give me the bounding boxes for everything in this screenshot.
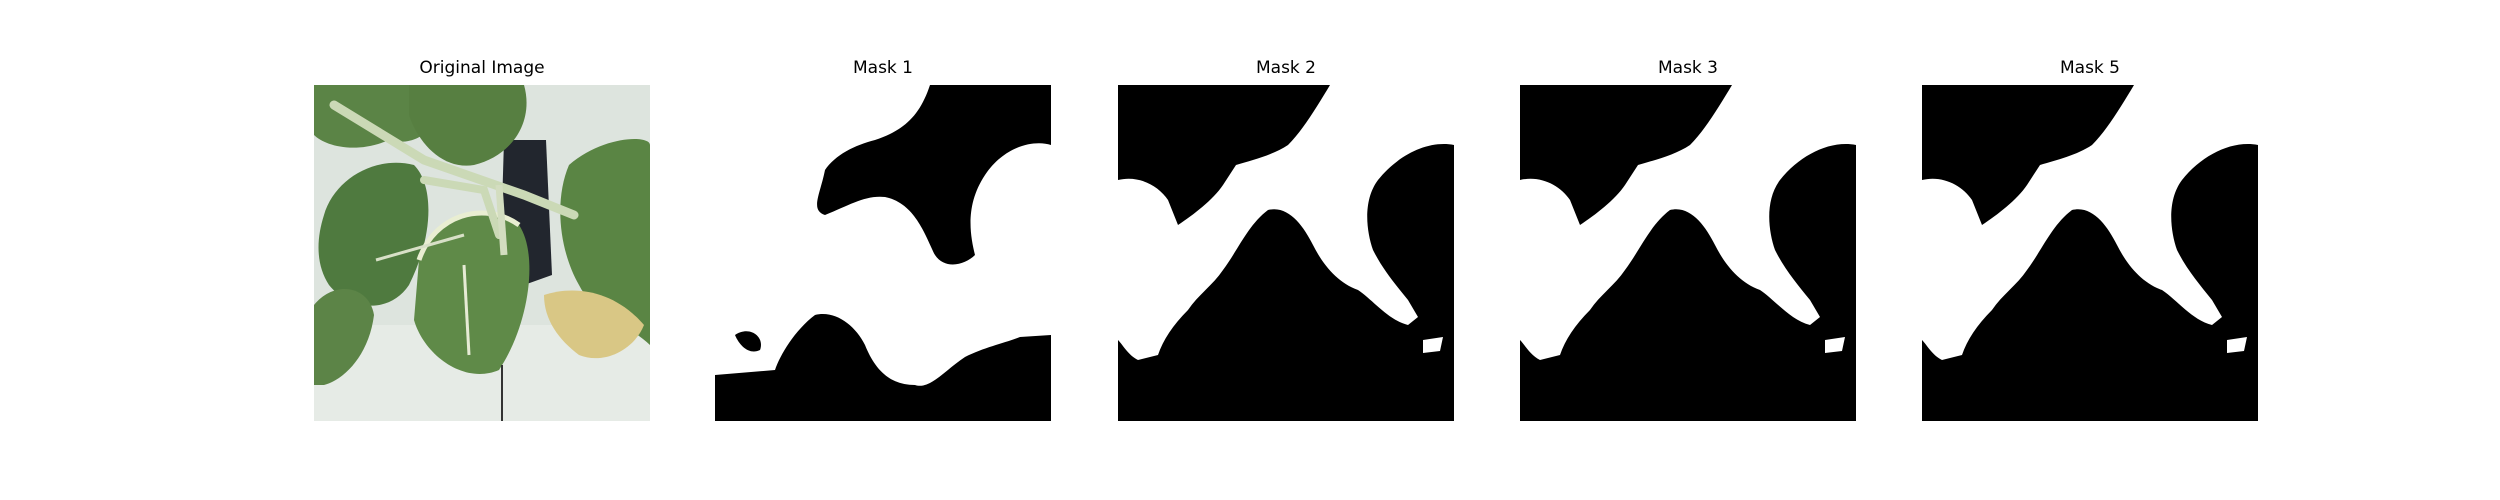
panel-mask-3: Mask 3 bbox=[1520, 0, 1856, 500]
segmentation-mask-5 bbox=[1922, 85, 2258, 421]
plant-photo-drawing bbox=[314, 85, 650, 421]
panel-title: Mask 1 bbox=[852, 58, 913, 78]
panel-mask-2: Mask 2 bbox=[1118, 0, 1454, 500]
panel-original-image: Original Image bbox=[314, 0, 650, 500]
panel-title: Mask 5 bbox=[2059, 58, 2120, 78]
original-plant-photo bbox=[314, 85, 650, 421]
panel-mask-1: Mask 1 bbox=[715, 0, 1051, 500]
panel-title: Original Image bbox=[419, 58, 545, 78]
mask-1-drawing bbox=[715, 85, 1051, 421]
segmentation-mask-2 bbox=[1118, 85, 1454, 421]
mask-3-drawing bbox=[1520, 85, 1856, 421]
segmentation-mask-3 bbox=[1520, 85, 1856, 421]
segmentation-mask-1 bbox=[715, 85, 1051, 421]
mask-2-drawing bbox=[1118, 85, 1454, 421]
panel-mask-5: Mask 5 bbox=[1922, 0, 2258, 500]
mask-5-drawing bbox=[1922, 85, 2258, 421]
panel-title: Mask 3 bbox=[1657, 58, 1718, 78]
panel-title: Mask 2 bbox=[1255, 58, 1316, 78]
